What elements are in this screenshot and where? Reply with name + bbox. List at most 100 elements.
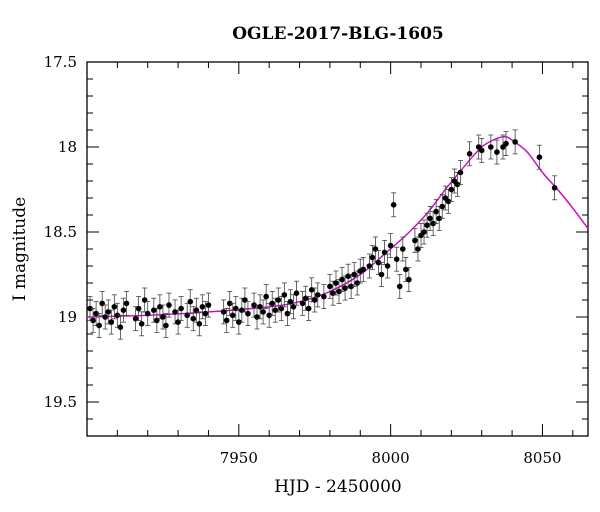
- y-tick-label: 18.5: [44, 223, 77, 241]
- data-point: [384, 263, 391, 269]
- data-point: [160, 314, 166, 320]
- y-tick-label: 19: [58, 308, 77, 326]
- data-point: [536, 154, 543, 160]
- data-point: [445, 198, 452, 205]
- data-point: [163, 322, 169, 329]
- data-point: [503, 140, 509, 147]
- data-point: [494, 149, 500, 155]
- chart-title: OGLE-2017-BLG-1605: [232, 24, 444, 44]
- data-point: [399, 246, 406, 252]
- data-point: [226, 300, 233, 307]
- data-point: [196, 321, 203, 327]
- data-point: [299, 300, 306, 307]
- data-point: [336, 288, 342, 295]
- data-point: [439, 203, 446, 210]
- x-tick-label: 7950: [220, 449, 258, 467]
- data-point: [488, 144, 494, 150]
- data-point: [512, 139, 518, 145]
- y-axis-label: I magnitude: [10, 197, 30, 301]
- data-point: [321, 293, 327, 300]
- data-point: [187, 298, 194, 305]
- data-point: [351, 271, 358, 278]
- data-point: [275, 297, 282, 303]
- data-point: [245, 310, 251, 317]
- x-tick-label: 8000: [372, 449, 410, 467]
- data-point: [366, 263, 373, 269]
- data-point: [87, 305, 93, 312]
- data-point: [360, 266, 367, 273]
- data-point: [102, 314, 109, 320]
- data-point: [281, 292, 288, 298]
- data-point: [108, 319, 115, 325]
- data-point: [448, 186, 455, 193]
- data-point: [305, 305, 312, 312]
- data-point: [378, 271, 385, 278]
- data-point: [354, 280, 361, 286]
- data-point: [375, 259, 382, 266]
- data-point: [287, 298, 294, 305]
- data-point: [260, 309, 266, 315]
- data-point: [436, 215, 443, 222]
- data-point: [406, 276, 412, 283]
- data-point: [424, 222, 430, 228]
- data-point: [266, 312, 272, 319]
- data-point: [342, 285, 348, 291]
- data-point: [138, 321, 145, 327]
- data-point: [433, 208, 439, 215]
- data-point: [311, 297, 318, 303]
- data-point: [178, 305, 184, 312]
- data-point: [327, 283, 333, 290]
- data-point: [202, 310, 209, 317]
- data-point: [123, 300, 130, 307]
- data-point: [478, 147, 485, 154]
- x-tick-label: 8050: [523, 449, 561, 467]
- data-point: [263, 293, 269, 300]
- data-point: [117, 324, 124, 331]
- data-point: [393, 256, 400, 263]
- data-point: [369, 254, 376, 261]
- data-point: [430, 220, 436, 227]
- data-point: [348, 283, 354, 290]
- data-point: [390, 202, 397, 208]
- axis-ticks: 7950 8000 8050 17.5 18 18.5 19 19.5: [44, 53, 588, 467]
- data-point: [257, 304, 263, 310]
- y-tick-label: 19.5: [44, 393, 77, 411]
- data-point: [251, 302, 257, 308]
- plot-area: [86, 61, 589, 437]
- data-point: [396, 283, 403, 290]
- data-point: [144, 310, 151, 317]
- data-point: [387, 242, 394, 249]
- data-point: [333, 280, 339, 286]
- data-point: [93, 310, 99, 317]
- data-point: [111, 304, 118, 310]
- data-point: [220, 309, 227, 315]
- data-point: [114, 312, 121, 319]
- x-axis-label: HJD - 2450000: [274, 477, 402, 497]
- data-point: [421, 229, 427, 235]
- data-point: [96, 322, 102, 329]
- data-point: [223, 317, 230, 324]
- data-point: [551, 185, 558, 191]
- data-point: [457, 169, 464, 176]
- data-point: [135, 305, 142, 312]
- y-tick-label: 17.5: [44, 53, 77, 71]
- data-point: [284, 310, 291, 317]
- data-point: [314, 292, 321, 298]
- data-point: [454, 181, 461, 188]
- data-point: [269, 300, 276, 307]
- data-point: [205, 302, 212, 308]
- data-point: [151, 307, 157, 314]
- data-point: [412, 237, 418, 244]
- data-point: [229, 312, 236, 319]
- data-point: [120, 307, 127, 314]
- data-point: [199, 304, 206, 310]
- data-point: [90, 317, 96, 324]
- data-point: [190, 315, 197, 322]
- data-point: [339, 276, 345, 283]
- data-point: [427, 215, 433, 222]
- data-point: [236, 319, 242, 325]
- y-tick-label: 18: [58, 138, 77, 156]
- data-points: [87, 129, 558, 340]
- data-point: [166, 302, 172, 308]
